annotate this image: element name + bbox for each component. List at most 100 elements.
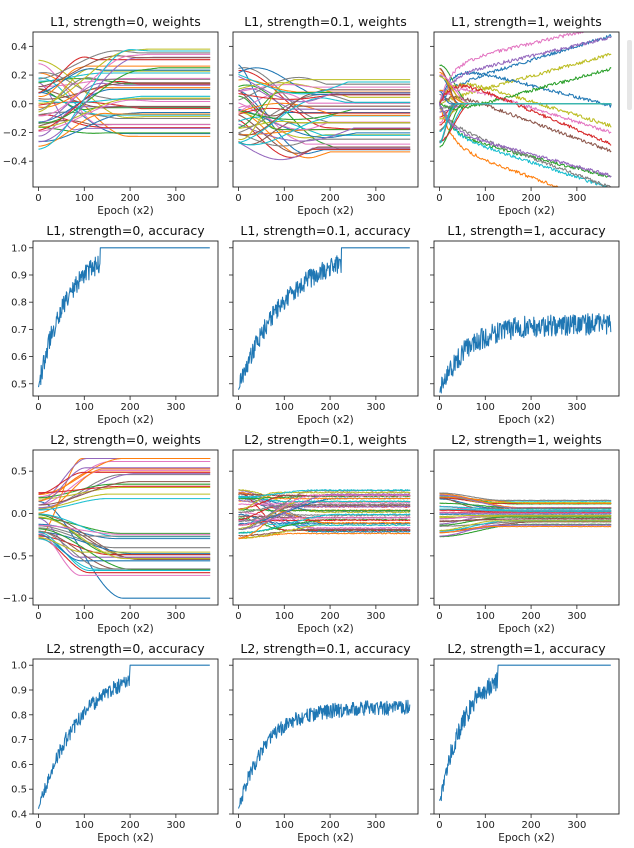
x-axis-label: Epoch (x2) xyxy=(498,623,555,635)
weight-series-line xyxy=(238,499,411,508)
weight-series-line xyxy=(439,514,612,518)
series-group xyxy=(439,313,612,394)
subplot-p32: L2, strength=1, accuracy 0 100 200 300 Epoch … xyxy=(430,641,620,844)
x-axis-label: Epoch (x2) xyxy=(498,205,555,217)
weight-series-line xyxy=(238,519,411,526)
accuracy-line xyxy=(439,313,612,394)
weight-series-line xyxy=(439,502,612,510)
subplot-title: L1, strength=0.1, accuracy xyxy=(240,223,411,238)
axes-frame xyxy=(32,658,219,815)
y-tick-label: 0.8 xyxy=(11,710,27,721)
weight-series-line xyxy=(238,115,411,146)
weight-series-line xyxy=(38,486,211,500)
weight-series-line xyxy=(38,87,211,108)
weight-series-line xyxy=(439,512,612,514)
weight-series-line xyxy=(438,102,612,178)
weight-series-line xyxy=(38,114,211,129)
series-group xyxy=(38,48,211,150)
x-tick-label: 200 xyxy=(321,820,340,831)
x-tick-label: 100 xyxy=(75,193,94,204)
x-axis-label: Epoch (x2) xyxy=(97,414,154,426)
weight-series-line xyxy=(38,82,211,125)
weight-series-line xyxy=(439,524,612,533)
weight-series-line xyxy=(438,102,559,187)
weight-series-line xyxy=(439,492,612,502)
y-tick-label: 0.9 xyxy=(11,686,27,697)
x-tick-label: 0 xyxy=(35,402,41,413)
x-tick-label: 300 xyxy=(366,820,385,831)
subplot-p10: L1, strength=0, accuracy 0 100 200 300 0.5 0.6… xyxy=(11,223,219,426)
weight-series-line xyxy=(38,537,211,574)
axes-frame xyxy=(232,31,419,188)
weight-series-line xyxy=(38,126,211,134)
x-tick-label: 300 xyxy=(567,402,586,413)
subplot-title: L1, strength=1, weights xyxy=(451,14,602,29)
weight-series-line xyxy=(238,108,411,139)
weight-series-line xyxy=(439,53,612,105)
weight-series-line xyxy=(238,109,411,159)
weight-series-line xyxy=(439,104,612,187)
accuracy-line xyxy=(37,664,210,809)
subplot-title: L2, strength=0, weights xyxy=(50,432,201,447)
scrollbar-thumb[interactable] xyxy=(627,40,632,110)
series-group xyxy=(238,699,411,809)
weight-series-line xyxy=(238,95,411,131)
weight-series-line xyxy=(38,523,211,540)
subplot-p00: L1, strength=0, weights 0 100 200 300 −0.4 −0.… xyxy=(3,14,219,217)
weight-series-line xyxy=(238,495,411,503)
weight-series-line xyxy=(439,84,612,146)
series-group xyxy=(439,664,611,802)
weight-series-line xyxy=(38,498,211,511)
y-tick-label: 1.0 xyxy=(11,661,27,672)
subplot-p20: L2, strength=0, weights 0 100 200 300 −1.0 −0.… xyxy=(3,432,219,635)
x-tick-label: 0 xyxy=(235,193,241,204)
weight-series-line xyxy=(38,95,211,104)
weight-series-line xyxy=(439,34,612,105)
weight-series-line xyxy=(38,537,211,553)
weight-series-line xyxy=(238,501,411,506)
weight-series-line xyxy=(238,120,411,129)
y-tick-label: −0.5 xyxy=(3,551,27,562)
weight-series-line xyxy=(238,489,411,531)
y-tick-label: 0.6 xyxy=(11,760,27,771)
subplot-grid: L1, strength=0, weights 0 100 200 300 −0.4 −0.… xyxy=(3,14,620,844)
weight-series-line xyxy=(238,513,411,534)
subplot-title: L1, strength=0, weights xyxy=(50,14,201,29)
x-tick-label: 100 xyxy=(275,193,294,204)
x-tick-label: 0 xyxy=(235,611,241,622)
x-tick-label: 200 xyxy=(522,402,541,413)
x-tick-label: 200 xyxy=(321,611,340,622)
weight-series-line xyxy=(238,497,411,533)
weight-series-line xyxy=(38,533,211,562)
weight-series-line xyxy=(439,492,612,504)
weight-series-line xyxy=(238,74,411,95)
x-tick-label: 100 xyxy=(476,820,495,831)
subplot-title: L1, strength=1, accuracy xyxy=(447,223,606,238)
y-tick-label: 0.0 xyxy=(11,509,27,520)
weight-series-line xyxy=(38,468,211,514)
y-tick-label: −1.0 xyxy=(3,594,27,605)
weight-series-line xyxy=(38,80,211,131)
accuracy-line xyxy=(37,247,210,388)
axes-frame xyxy=(232,240,419,397)
weight-series-line xyxy=(38,483,211,499)
x-tick-label: 100 xyxy=(75,611,94,622)
subplot-p11: L1, strength=0.1, accuracy 0 100 200 300 Epoc… xyxy=(229,223,419,426)
weight-series-line xyxy=(439,494,612,509)
axes-frame xyxy=(433,31,620,188)
weight-series-line xyxy=(439,520,612,532)
weight-series-line xyxy=(439,102,608,187)
y-tick-label: 0.0 xyxy=(11,99,27,110)
x-axis-label: Epoch (x2) xyxy=(498,414,555,426)
x-tick-label: 100 xyxy=(476,402,495,413)
weight-series-line xyxy=(38,77,211,116)
weight-series-line xyxy=(38,467,211,506)
series-group xyxy=(238,64,411,161)
weight-series-line xyxy=(38,49,211,150)
subplot-p22: L2, strength=1, weights 0 100 200 300 Epoch (… xyxy=(430,432,620,635)
weight-series-line xyxy=(38,53,211,117)
weight-series-line xyxy=(38,82,211,100)
x-tick-label: 0 xyxy=(35,820,41,831)
weight-series-line xyxy=(439,95,612,153)
